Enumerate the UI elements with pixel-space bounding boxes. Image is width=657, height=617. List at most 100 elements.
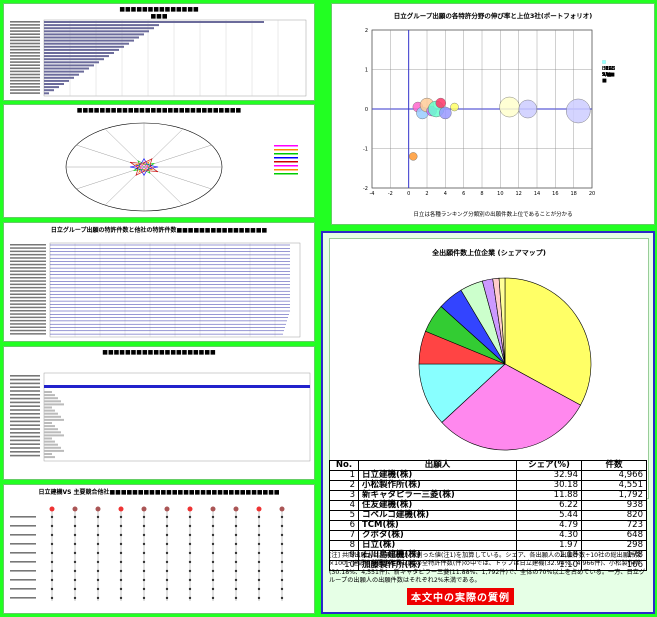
bar <box>44 415 61 418</box>
bar-label <box>10 67 40 70</box>
column-dot <box>141 506 147 512</box>
row-label <box>10 439 40 442</box>
data-dot <box>211 560 215 564</box>
data-dot <box>211 551 215 555</box>
data-dot <box>50 596 54 600</box>
bar-label <box>10 79 40 82</box>
data-dot <box>73 515 77 519</box>
bar <box>44 440 55 443</box>
data-dot <box>73 560 77 564</box>
bar <box>44 397 58 400</box>
legend-swatch <box>602 60 606 64</box>
legend-line <box>274 173 298 175</box>
y-tick-label: 2 <box>365 28 368 34</box>
data-dot <box>142 551 146 555</box>
data-dot <box>119 515 123 519</box>
panel-line-ranking: 日立グループ出願の特許件数と他社の特許件数■■■■■■■■■■■■■■■■ <box>3 222 315 342</box>
data-dot <box>234 560 238 564</box>
legend-label: E02D 3/■ <box>602 66 616 78</box>
row-label <box>10 277 46 279</box>
radar-axis <box>143 128 184 168</box>
y-tick-label: 1 <box>365 68 368 74</box>
radar-axis <box>76 166 145 190</box>
data-dot <box>73 524 77 528</box>
data-dot <box>257 542 261 546</box>
bar <box>44 83 64 85</box>
highlight-frame: 全出願件数上位企業 (シェアマップ) No. 出願人 シェア(%) 件数 1 日立… <box>321 231 655 614</box>
bar <box>44 86 59 89</box>
data-dot <box>142 524 146 528</box>
data-dot <box>119 542 123 546</box>
table-row: 8 日立(株) 1.97 298 <box>329 540 647 551</box>
data-dot <box>96 596 100 600</box>
row-label <box>10 386 40 388</box>
row-share: 5.44 <box>516 510 582 521</box>
row-label <box>10 401 40 404</box>
row-applicant: TCM(株) <box>358 520 517 531</box>
bar <box>44 434 64 437</box>
column-dot <box>210 506 216 512</box>
row-no: 5 <box>329 510 359 521</box>
data-dot <box>50 560 54 564</box>
data-dot <box>234 551 238 555</box>
bar-label <box>10 89 40 91</box>
panel-title: ■■■■■■■■■■■■■■■■■■■■ <box>102 349 216 356</box>
data-dot <box>96 551 100 555</box>
x-tick-label: 4 <box>444 191 447 197</box>
bar <box>44 45 124 48</box>
row-count: 938 <box>581 500 647 511</box>
bar <box>44 42 129 45</box>
bar <box>44 453 52 455</box>
row-label <box>10 319 46 322</box>
data-dot <box>280 542 284 546</box>
radar-series <box>135 161 153 173</box>
bar-label <box>10 52 40 54</box>
example-label: 本文中の実際の質例 <box>407 588 514 605</box>
row-applicant: 小松製作所(株) <box>358 480 517 491</box>
row-count: 820 <box>581 510 647 521</box>
bar-label <box>10 45 40 48</box>
legend-label: E02F 9/■ <box>602 66 615 78</box>
row-label <box>10 290 46 292</box>
row-share: 11.88 <box>516 490 582 501</box>
y-tick-label: -2 <box>363 186 368 192</box>
bar-label <box>10 64 40 66</box>
legend-label: E02F 3/■ <box>602 66 615 78</box>
data-dot <box>257 551 261 555</box>
data-dot <box>119 551 123 555</box>
data-dot <box>257 587 261 591</box>
bar <box>44 73 79 76</box>
row-label <box>10 263 46 266</box>
table-row: 4 住友建機(株) 6.22 938 <box>329 500 647 511</box>
data-dot <box>165 515 169 519</box>
row-no: 8 <box>329 540 359 551</box>
x-tick-label: -2 <box>388 191 393 197</box>
legend-label: E02F 9/■ <box>602 66 615 78</box>
row-label <box>10 516 36 518</box>
bar-label <box>10 30 40 32</box>
bar-label <box>10 42 40 45</box>
data-dot <box>165 551 169 555</box>
data-dot <box>165 587 169 591</box>
column-dot <box>233 506 239 512</box>
data-dot <box>280 569 284 573</box>
bubble-point <box>409 152 418 161</box>
row-share: 4.79 <box>516 520 582 531</box>
share-table: No. 出願人 シェア(%) 件数 1 日立建機(株) 32.94 4,966 2 小松製… <box>329 460 647 571</box>
radar-series <box>129 157 159 177</box>
data-dot <box>142 542 146 546</box>
data-dot <box>211 578 215 582</box>
pie-panel: 全出願件数上位企業 (シェアマップ) <box>329 238 649 499</box>
radar-axis <box>76 144 145 168</box>
row-label <box>10 247 46 249</box>
legend-line <box>274 165 298 167</box>
panel-gantt: ■■■■■■■■■■■■■■■■■■■■ <box>3 346 315 480</box>
row-label <box>10 413 40 415</box>
bar <box>44 403 64 406</box>
row-label <box>10 534 36 536</box>
column-dot <box>72 506 78 512</box>
bar-label <box>10 33 40 35</box>
table-row: 5 コベルコ建機(株) 5.44 820 <box>329 510 647 521</box>
data-dot <box>96 524 100 528</box>
legend-label: E02F 3/■ <box>602 66 615 78</box>
